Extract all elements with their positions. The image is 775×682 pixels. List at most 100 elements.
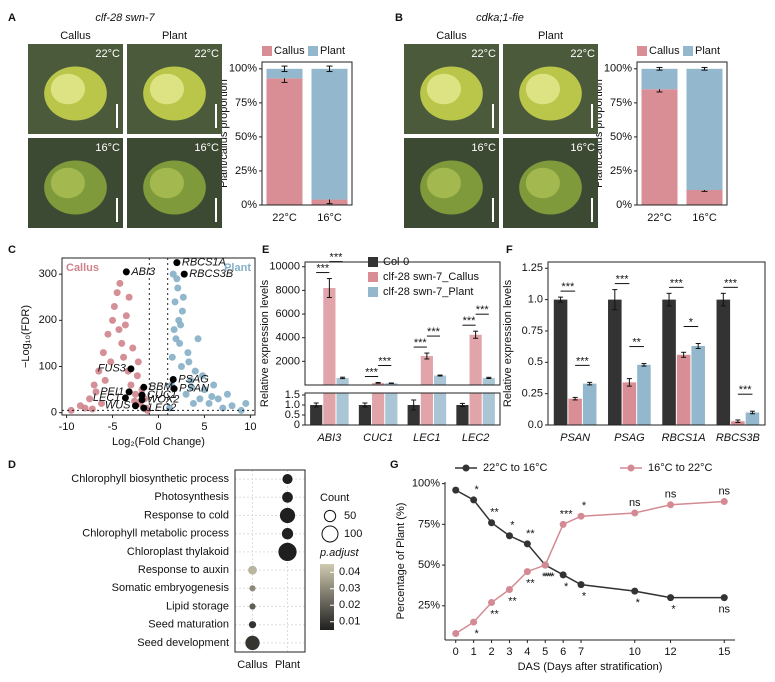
significance-label: ns [718, 604, 730, 616]
point [98, 399, 106, 407]
legend-label: 100 [344, 528, 362, 540]
marker [631, 587, 639, 595]
gene-label: CUC1 [147, 389, 177, 401]
marker [577, 581, 585, 589]
significance-label: ** [544, 571, 553, 583]
y-tick-label: Somatic embryogenesis [112, 582, 230, 594]
point [86, 395, 94, 403]
bar-upper-part [323, 288, 336, 385]
y-tick-label: 75% [418, 518, 440, 530]
marker [488, 519, 496, 527]
significance-label: ** [526, 577, 535, 589]
x-tick-label: 0 [155, 421, 161, 433]
point [219, 404, 227, 412]
point [168, 353, 176, 361]
gene-label: PSAG [178, 373, 209, 385]
y-tick-label: 0.0 [528, 419, 543, 431]
x-tick-label: 0 [453, 646, 459, 658]
photo-tissue [50, 73, 85, 105]
point [194, 335, 202, 343]
marker [452, 629, 460, 637]
gene-label: RBCS1A [182, 257, 226, 269]
bar-lower-part [336, 393, 349, 425]
y-tick-label: 10000 [269, 261, 300, 273]
dot [279, 507, 296, 524]
bar [622, 382, 637, 425]
point [185, 358, 193, 366]
legend-label: Callus [649, 45, 680, 57]
bar-segment [641, 68, 678, 90]
bar-segment [266, 78, 303, 205]
panel-letter: B [395, 12, 403, 24]
significance-label: *** [365, 366, 379, 378]
point [95, 367, 103, 375]
x-tick-label: 1 [471, 646, 477, 658]
dot [278, 542, 297, 562]
x-tick-label: 5 [542, 646, 548, 658]
significance-label: *** [724, 277, 738, 289]
legend-label: clf-28 swn-7_Plant [383, 286, 474, 298]
marker [505, 586, 513, 594]
photo-label: 16°C [194, 142, 219, 154]
marker [470, 496, 478, 504]
significance-label: *** [561, 281, 575, 293]
point [88, 405, 96, 413]
photo-tissue [426, 167, 461, 199]
bar-upper-part [420, 356, 433, 385]
y-tick-label: 300 [39, 268, 57, 280]
x-tick-label: 16°C [317, 212, 342, 224]
bar-lower-part [323, 393, 336, 425]
y-tick-label: Lipid storage [166, 600, 229, 612]
bar-upper-part [469, 334, 482, 385]
point [169, 270, 177, 278]
legend-label: 50 [344, 510, 356, 522]
gene-label: RBCS3B [189, 268, 233, 280]
significance-label: ns [718, 485, 730, 497]
significance-label: *** [463, 315, 477, 327]
gene-point [173, 259, 181, 267]
point [134, 358, 142, 366]
marker [667, 594, 675, 602]
y-tick-label: Chlorophyll biosynthetic process [71, 473, 229, 485]
significance-label: *** [560, 508, 574, 520]
legend-swatch [308, 46, 318, 56]
panel-letter: G [390, 459, 399, 471]
y-tick-label: 4000 [276, 332, 300, 344]
significance-label: *** [670, 277, 684, 289]
x-tick-label: 10 [244, 421, 256, 433]
significance-label: * [671, 604, 676, 616]
x-tick-label: RBCS3B [716, 432, 760, 444]
point [178, 307, 186, 315]
plot-frame [304, 392, 501, 426]
point [120, 353, 128, 361]
significance-label: * [582, 500, 587, 512]
significance-label: *** [316, 262, 330, 274]
y-tick-label: Photosynthesis [154, 491, 229, 503]
photo-tissue [149, 167, 184, 199]
significance-label: *** [616, 273, 630, 285]
marker [523, 568, 531, 576]
gene-point [140, 404, 148, 412]
point [121, 321, 129, 329]
bar-lower-part [420, 393, 433, 425]
point [132, 390, 140, 398]
point [99, 349, 107, 357]
gene-point [132, 402, 140, 410]
point [67, 406, 75, 414]
point [174, 284, 182, 292]
gene-point [140, 383, 148, 391]
dot [245, 635, 260, 651]
bar-lower-part [482, 393, 495, 425]
gene-label: LEC1 [93, 392, 121, 404]
legend-title: p.adjust [319, 547, 359, 559]
point [170, 326, 178, 334]
y-axis-label: Relative expression levels [502, 279, 514, 407]
significance-label: *** [739, 384, 753, 396]
point [214, 395, 222, 403]
legend-label: Col-0 [383, 256, 409, 268]
photo-tissue [50, 167, 85, 199]
legend-marker [462, 464, 470, 472]
point [118, 339, 126, 347]
legend-title: Count [320, 492, 349, 504]
x-tick-label: -10 [59, 421, 75, 433]
